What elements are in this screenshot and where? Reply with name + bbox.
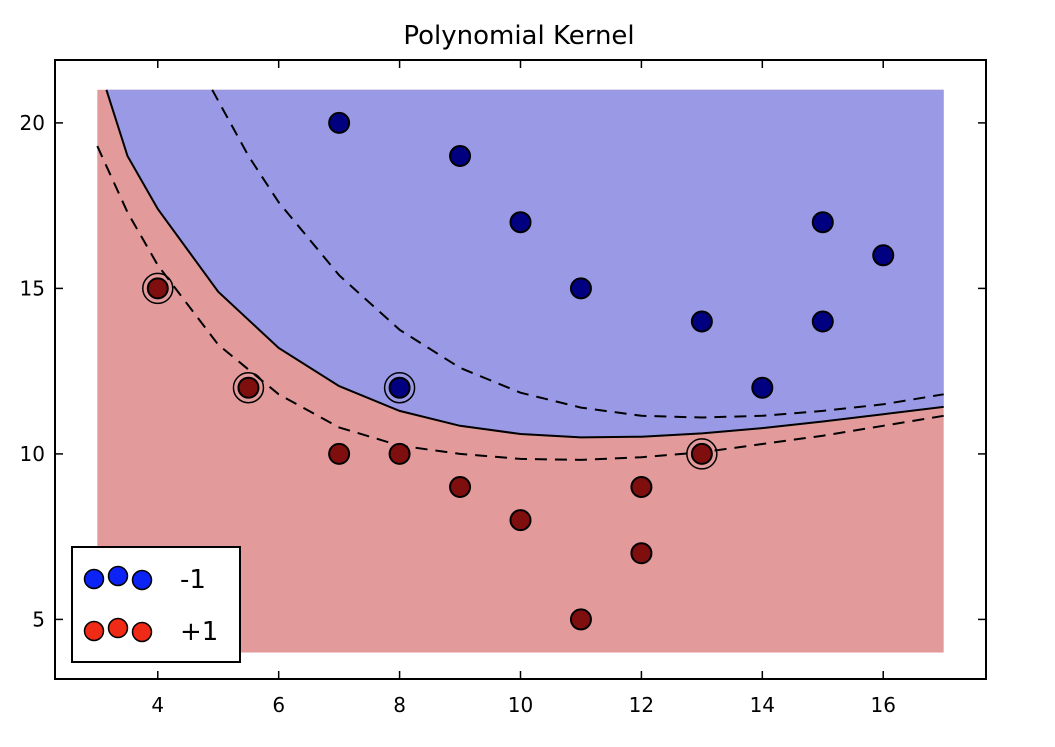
point-class-pos bbox=[509, 509, 532, 532]
region-negative bbox=[106, 89, 944, 438]
point-class-neg bbox=[872, 244, 895, 267]
support-vector-ring bbox=[686, 438, 718, 470]
point-class-neg bbox=[751, 376, 774, 399]
legend-box bbox=[71, 546, 241, 663]
legend-label: +1 bbox=[180, 617, 218, 647]
point-class-neg bbox=[811, 211, 834, 234]
point-class-pos bbox=[630, 476, 653, 499]
x-tick-label: 16 bbox=[871, 693, 896, 717]
x-tick-label: 4 bbox=[151, 693, 164, 717]
point-class-pos bbox=[449, 476, 472, 499]
margin-upper bbox=[211, 89, 944, 419]
y-tick-label: 5 bbox=[32, 607, 45, 631]
legend-marker bbox=[131, 621, 153, 643]
point-class-neg bbox=[449, 144, 472, 167]
y-tick-label: 20 bbox=[20, 111, 45, 135]
legend-marker bbox=[131, 569, 153, 591]
x-tick-label: 14 bbox=[750, 693, 775, 717]
legend-marker bbox=[83, 568, 105, 590]
point-class-neg bbox=[690, 310, 713, 333]
point-class-neg bbox=[388, 376, 411, 399]
legend-label: -1 bbox=[180, 565, 206, 595]
x-tick-label: 12 bbox=[629, 693, 654, 717]
point-class-neg bbox=[509, 211, 532, 234]
x-tick-label: 6 bbox=[272, 693, 285, 717]
legend-marker bbox=[83, 620, 105, 642]
point-class-pos bbox=[569, 608, 592, 631]
chart-title: Polynomial Kernel bbox=[403, 21, 634, 51]
point-class-pos bbox=[237, 376, 260, 399]
point-class-pos bbox=[146, 277, 169, 300]
point-class-pos bbox=[388, 442, 411, 465]
decision-boundary bbox=[105, 89, 944, 439]
plot-area: 4 6 8 10 12 14 16 5 10 15 20 bbox=[20, 59, 987, 717]
margin-lower bbox=[96, 145, 944, 461]
x-tick-label: 8 bbox=[393, 693, 406, 717]
point-class-pos bbox=[328, 442, 351, 465]
support-vector-ring bbox=[383, 371, 416, 404]
legend: -1 +1 bbox=[71, 546, 241, 663]
y-tick-label: 10 bbox=[20, 442, 45, 466]
point-class-pos bbox=[630, 542, 653, 565]
point-class-neg bbox=[811, 310, 834, 333]
legend-marker bbox=[107, 617, 129, 639]
y-tick-label: 15 bbox=[20, 276, 45, 300]
point-class-pos bbox=[690, 442, 713, 465]
x-tick-label: 10 bbox=[508, 693, 533, 717]
support-vector-ring bbox=[142, 272, 174, 305]
point-class-neg bbox=[328, 111, 351, 134]
support-vector-ring bbox=[232, 371, 265, 404]
legend-marker bbox=[107, 565, 129, 587]
point-class-neg bbox=[569, 277, 592, 300]
